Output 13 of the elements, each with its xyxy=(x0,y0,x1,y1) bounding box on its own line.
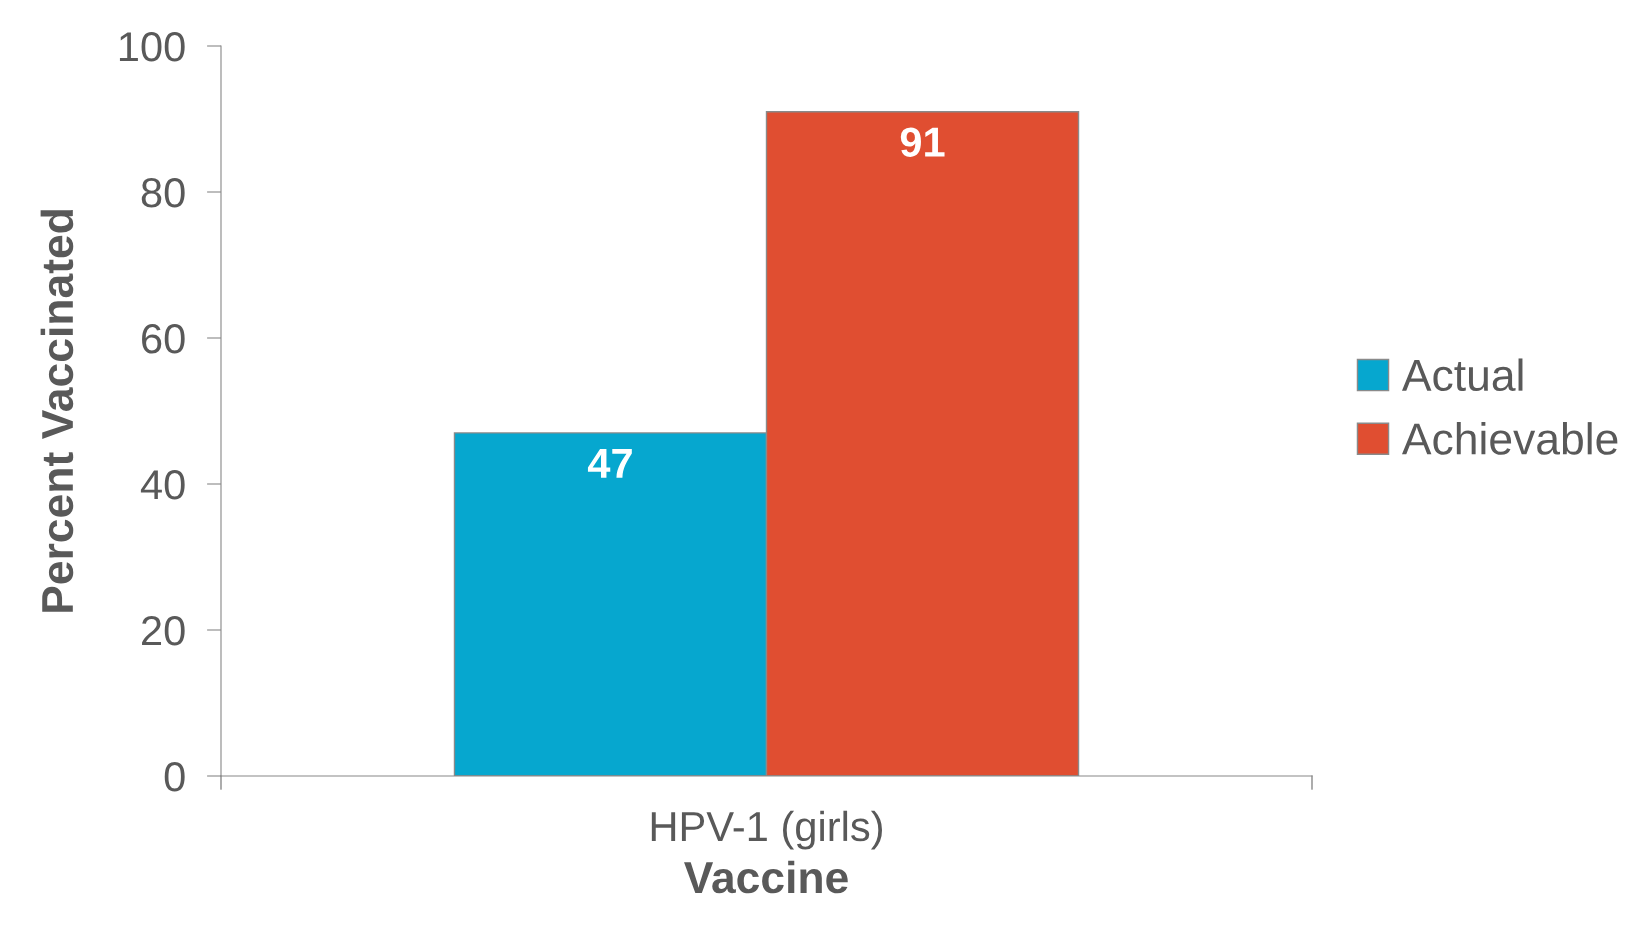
x-tick-label: HPV-1 (girls) xyxy=(651,810,882,850)
y-tick-label: 60 xyxy=(142,324,185,354)
legend-label: Actual xyxy=(1401,358,1523,392)
y-axis-title: Percent Vaccinated xyxy=(40,210,74,612)
data-label: 91 xyxy=(900,127,945,157)
legend-label: Achievable xyxy=(1401,422,1618,455)
y-tick-label: 20 xyxy=(142,616,185,646)
data-label: 47 xyxy=(587,449,632,478)
y-tick-label: 0 xyxy=(164,762,185,792)
y-tick-label: 80 xyxy=(141,178,185,208)
y-tick-label: 40 xyxy=(140,470,185,500)
x-axis-title: Vaccine xyxy=(684,860,848,894)
y-tick-label: 100 xyxy=(119,32,185,62)
